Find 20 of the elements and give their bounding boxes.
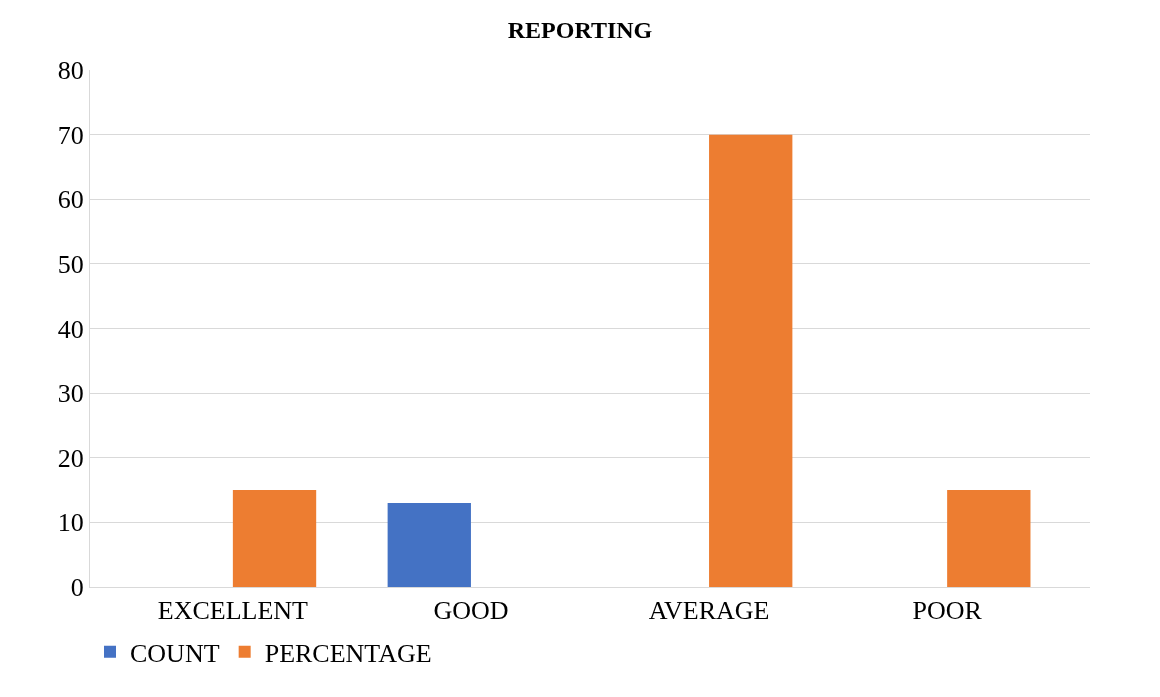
- y-tick-label: 80: [57, 56, 84, 86]
- y-tick-label: 30: [57, 379, 84, 409]
- x-tick-label: POOR: [912, 596, 983, 626]
- y-tick-label: 10: [57, 508, 84, 538]
- bar: [947, 490, 1031, 587]
- legend-label: PERCENTAGE: [264, 638, 432, 668]
- y-tick-label: 70: [57, 120, 84, 150]
- y-tick-label: 0: [70, 573, 84, 603]
- y-tick-label: 40: [57, 314, 84, 344]
- y-tick-label: 60: [57, 185, 84, 215]
- legend-label: COUNT: [130, 638, 220, 668]
- chart-title: REPORTING: [507, 16, 653, 43]
- bar: [387, 502, 471, 587]
- y-tick-label: 50: [57, 249, 84, 279]
- y-tick-label: 20: [57, 443, 84, 473]
- x-tick-label: AVERAGE: [648, 596, 770, 626]
- bar: [709, 134, 793, 587]
- x-tick-label: EXCELLENT: [157, 596, 309, 626]
- bar: [232, 490, 317, 587]
- x-tick-label: GOOD: [433, 596, 509, 626]
